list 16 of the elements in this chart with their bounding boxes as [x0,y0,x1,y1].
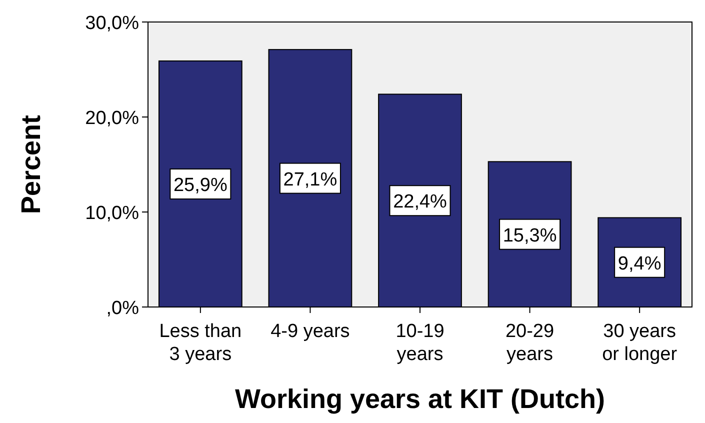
data-label: 22,4% [393,192,448,213]
y-tick-label: ,0% [106,298,140,319]
x-tick-label: 20-29 years [505,321,554,365]
data-label: 25,9% [173,174,228,196]
x-axis-title: Working years at KIT (Dutch) [234,384,606,414]
data-label: 27,1% [283,169,338,190]
y-axis-title: Percent [16,114,46,214]
data-label: 9,4% [618,253,662,274]
x-tick-label: 30 years or longer [602,321,678,365]
x-tick-label: Less than 3 years [159,321,242,365]
y-tick-label: 20,0% [85,108,140,129]
y-tick-label: 10,0% [85,203,140,224]
data-label: 15,3% [502,225,557,246]
y-tick-label: 30,0% [85,13,140,34]
x-tick-label: 10-19 years [396,321,444,365]
x-tick-label: 4-9 years [270,321,350,342]
